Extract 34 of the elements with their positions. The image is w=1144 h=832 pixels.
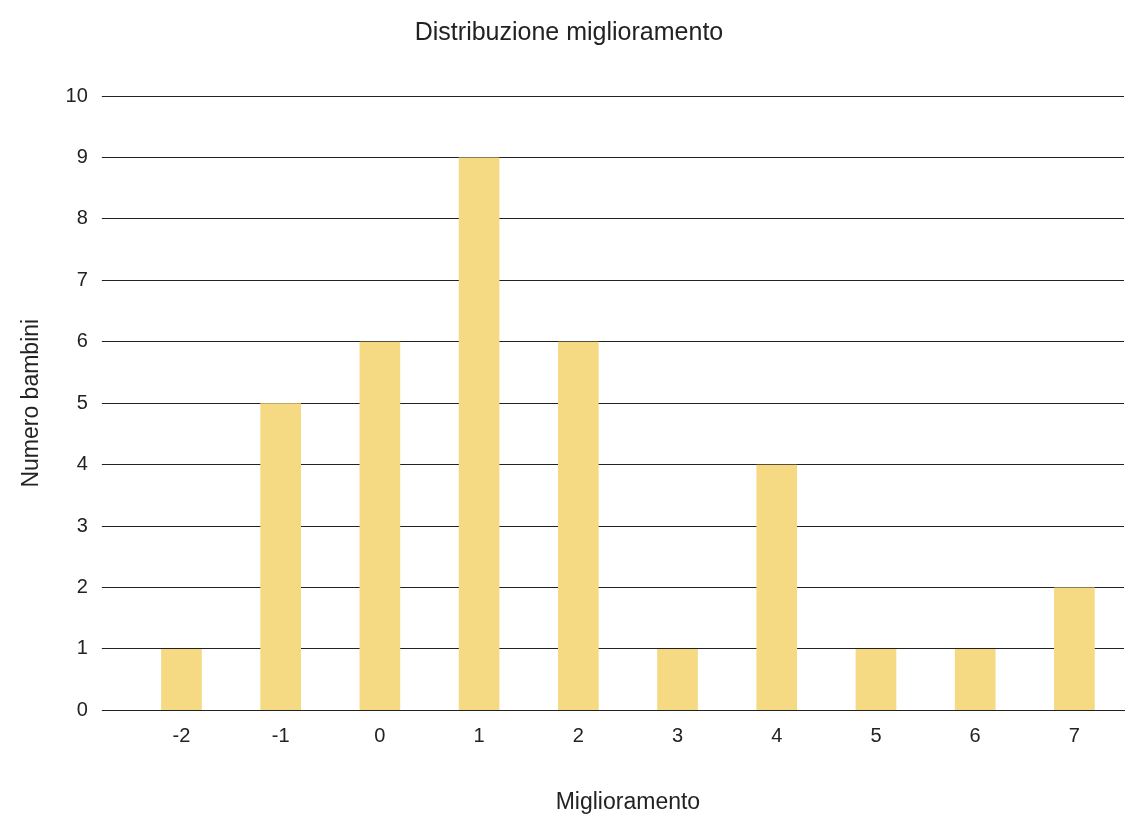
x-tick-label: -2	[172, 723, 191, 746]
chart-title: Distribuzione miglioramento	[414, 16, 724, 45]
x-tick-label: 4	[771, 723, 783, 746]
y-tick-label: 5	[76, 390, 88, 413]
bar	[1054, 587, 1095, 710]
y-tick-label: 1	[76, 636, 88, 659]
y-tick-label: 7	[76, 267, 88, 290]
y-tick-label: 9	[76, 144, 88, 167]
x-tick-label: 6	[969, 723, 981, 746]
bar	[260, 403, 302, 710]
bar	[458, 157, 500, 710]
y-tick-label: 10	[65, 83, 88, 106]
x-tick-label: 3	[671, 723, 684, 746]
bar	[954, 648, 996, 710]
bar	[657, 648, 698, 710]
y-tick-label: 0	[76, 697, 88, 720]
bar	[855, 648, 897, 710]
x-axis-title: Miglioramento	[555, 787, 701, 814]
bar	[161, 648, 202, 710]
x-tick-label: 7	[1068, 723, 1080, 746]
bar	[557, 341, 599, 710]
y-tick-label: 4	[76, 452, 88, 475]
bar	[359, 341, 401, 710]
x-tick-label: 0	[374, 723, 386, 746]
y-axis-title: Numero bambini	[17, 318, 44, 488]
x-tick-label: 5	[870, 723, 882, 746]
y-tick-label: 6	[76, 329, 88, 352]
x-tick-label: -1	[271, 723, 290, 746]
y-tick-label: 3	[76, 513, 88, 536]
bar	[756, 464, 798, 710]
x-tick-label: 1	[473, 723, 485, 746]
x-tick-label: 2	[572, 723, 584, 746]
y-tick-label: 2	[76, 575, 88, 598]
y-tick-label: 8	[76, 206, 88, 229]
